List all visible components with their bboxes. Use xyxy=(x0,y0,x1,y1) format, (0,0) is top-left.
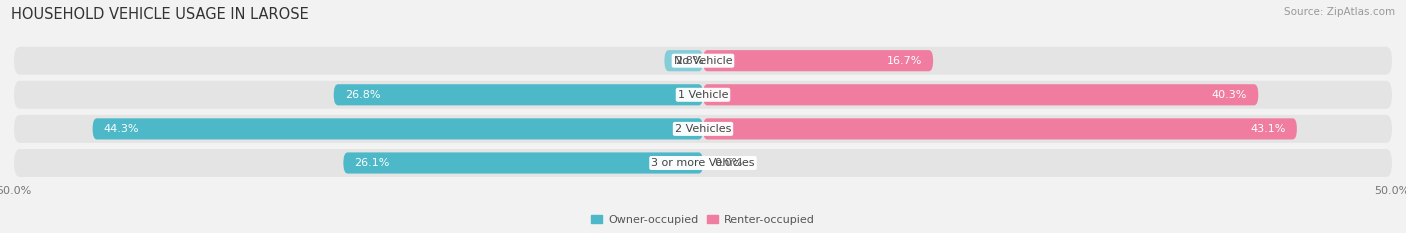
Text: 0.0%: 0.0% xyxy=(714,158,742,168)
Text: No Vehicle: No Vehicle xyxy=(673,56,733,66)
FancyBboxPatch shape xyxy=(93,118,703,140)
FancyBboxPatch shape xyxy=(343,152,703,174)
Text: 40.3%: 40.3% xyxy=(1212,90,1247,100)
Text: 44.3%: 44.3% xyxy=(104,124,139,134)
Text: 16.7%: 16.7% xyxy=(887,56,922,66)
FancyBboxPatch shape xyxy=(333,84,703,105)
Text: 26.1%: 26.1% xyxy=(354,158,389,168)
FancyBboxPatch shape xyxy=(14,81,1392,109)
Legend: Owner-occupied, Renter-occupied: Owner-occupied, Renter-occupied xyxy=(586,210,820,229)
FancyBboxPatch shape xyxy=(14,47,1392,75)
FancyBboxPatch shape xyxy=(703,84,1258,105)
Text: HOUSEHOLD VEHICLE USAGE IN LAROSE: HOUSEHOLD VEHICLE USAGE IN LAROSE xyxy=(11,7,309,22)
Text: 2 Vehicles: 2 Vehicles xyxy=(675,124,731,134)
FancyBboxPatch shape xyxy=(703,50,934,71)
Text: 2.8%: 2.8% xyxy=(675,56,704,66)
Text: 43.1%: 43.1% xyxy=(1250,124,1286,134)
FancyBboxPatch shape xyxy=(665,50,703,71)
Text: Source: ZipAtlas.com: Source: ZipAtlas.com xyxy=(1284,7,1395,17)
Text: 3 or more Vehicles: 3 or more Vehicles xyxy=(651,158,755,168)
FancyBboxPatch shape xyxy=(703,118,1296,140)
FancyBboxPatch shape xyxy=(14,115,1392,143)
FancyBboxPatch shape xyxy=(14,149,1392,177)
Text: 26.8%: 26.8% xyxy=(344,90,380,100)
Text: 1 Vehicle: 1 Vehicle xyxy=(678,90,728,100)
